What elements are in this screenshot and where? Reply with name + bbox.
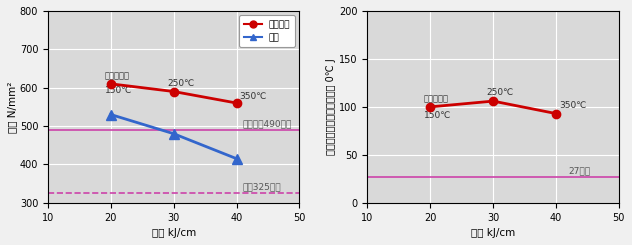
Text: 250℃: 250℃ xyxy=(167,79,195,88)
Text: 350℃: 350℃ xyxy=(240,92,267,101)
Text: パス間温度: パス間温度 xyxy=(424,94,449,103)
Y-axis label: シャルピー吸収エネルギー 0℃ J: シャルピー吸収エネルギー 0℃ J xyxy=(326,59,336,155)
Text: 耐力325以上: 耐力325以上 xyxy=(243,182,281,191)
Text: 27以上: 27以上 xyxy=(569,166,591,175)
Text: 150℃: 150℃ xyxy=(424,111,451,120)
Legend: 引張強さ, 耐力: 引張強さ, 耐力 xyxy=(239,15,295,47)
Text: 350℃: 350℃ xyxy=(559,101,586,110)
X-axis label: 入熱 kJ/cm: 入熱 kJ/cm xyxy=(471,228,515,238)
X-axis label: 入熱 kJ/cm: 入熱 kJ/cm xyxy=(152,228,196,238)
Text: 250℃: 250℃ xyxy=(487,88,514,97)
Y-axis label: 応力 N/mm²: 応力 N/mm² xyxy=(7,81,17,133)
Text: 引張強さ490以上: 引張強さ490以上 xyxy=(243,119,292,128)
Text: 150℃: 150℃ xyxy=(104,86,132,95)
Text: パス間温度: パス間温度 xyxy=(104,72,130,81)
